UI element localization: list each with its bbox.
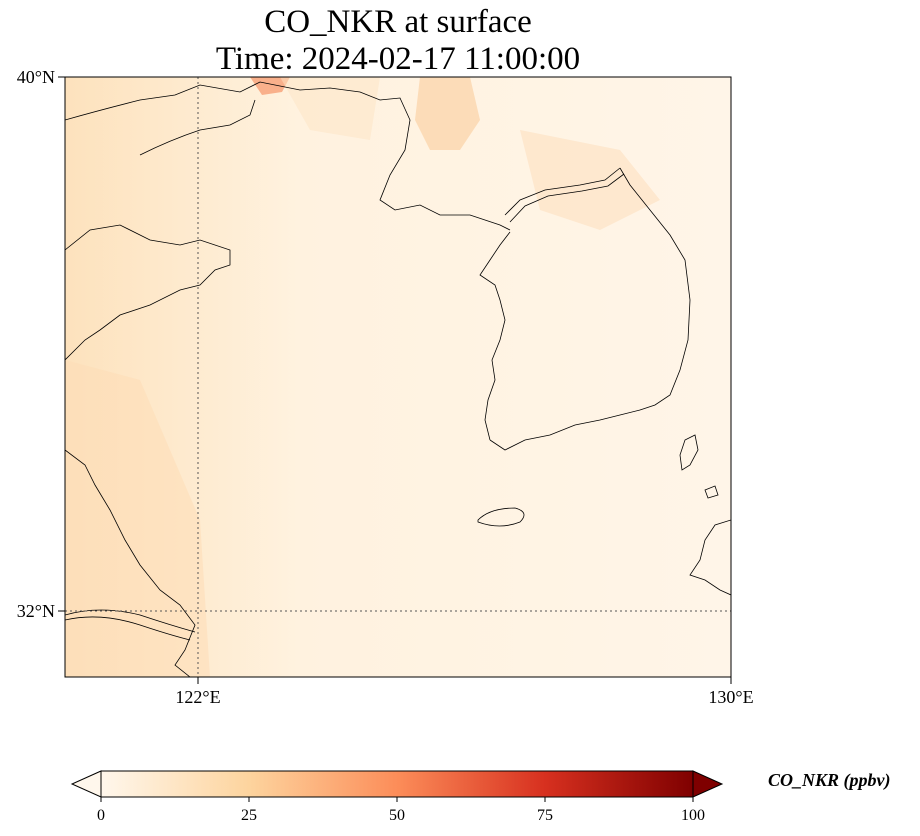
colorbar-extend-min <box>70 770 102 798</box>
map-panel <box>65 77 731 677</box>
colorbar-tick-label-50: 50 <box>389 807 405 824</box>
plume-patch <box>520 130 660 230</box>
colorbar-title: CO_NKR (ppbv) <box>768 770 891 790</box>
coastlines <box>65 81 731 677</box>
plume-patch <box>415 77 480 150</box>
map-title-line-2: Time: 2024-02-17 11:00:00 <box>215 41 581 77</box>
colorbar-tick-label-25: 25 <box>241 807 257 824</box>
lon-tick-label-122: 122°E <box>175 687 220 707</box>
lon-tick-label-130: 130°E <box>708 687 753 707</box>
colorbar-ticks: 0 25 50 75 100 <box>97 797 705 824</box>
colorbar: 0 25 50 75 100 <box>70 770 724 824</box>
colorbar-extend-max <box>692 770 724 798</box>
colorbar-tick-label-75: 75 <box>537 807 553 824</box>
plume-patch <box>65 360 210 677</box>
gridlines <box>65 77 731 677</box>
lon-axis: 122°E 130°E <box>175 677 754 707</box>
lat-axis: 40°N 32°N <box>17 67 65 621</box>
plume-patch <box>280 77 380 140</box>
colorbar-body <box>100 770 694 798</box>
map-frame <box>64 76 732 678</box>
lat-tick-label-40: 40°N <box>17 67 55 87</box>
colorbar-tick-label-0: 0 <box>97 807 105 824</box>
colorbar-tick-label-100: 100 <box>681 807 705 824</box>
plume-patch <box>250 77 290 95</box>
lat-tick-label-32: 32°N <box>17 601 55 621</box>
map-title-line-1: CO_NKR at surface <box>264 4 532 40</box>
